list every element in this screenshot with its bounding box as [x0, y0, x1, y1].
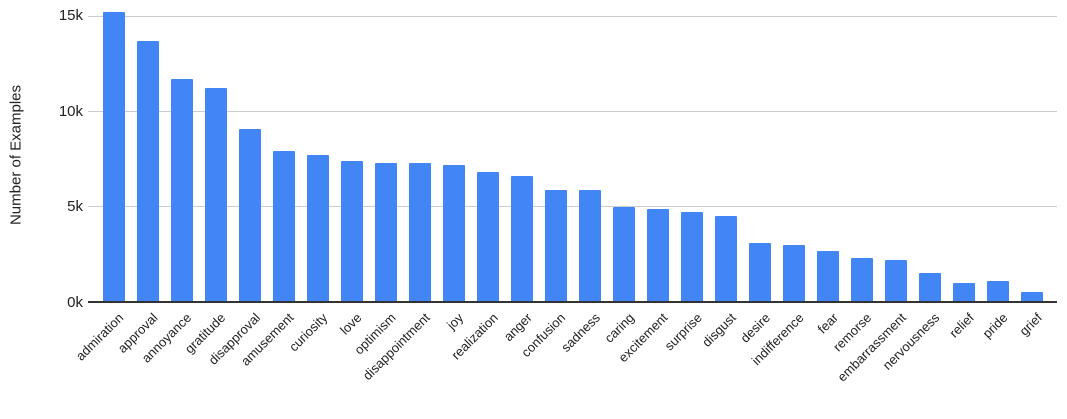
- bar-curiosity: [307, 155, 329, 302]
- bar-desire: [749, 242, 771, 302]
- bar-disgust: [715, 216, 737, 302]
- x-axis-line: [88, 301, 1057, 303]
- bar-amusement: [273, 151, 295, 302]
- x-tick-label-surprise: surprise: [661, 310, 705, 354]
- bar-grief: [1021, 292, 1043, 302]
- bar-surprise: [681, 212, 703, 302]
- bar-pride: [987, 281, 1009, 302]
- bar-confusion: [545, 189, 567, 302]
- bar-sadness: [579, 189, 601, 302]
- x-tick-label-joy: joy: [444, 310, 467, 333]
- y-tick-label-15k: 15k: [58, 7, 83, 25]
- bar-annoyance: [171, 78, 193, 302]
- x-tick-label-love: love: [337, 310, 365, 338]
- gridline-15k: [88, 15, 1057, 17]
- bar-excitement: [647, 208, 669, 302]
- x-tick-label-pride: pride: [979, 310, 1011, 342]
- x-tick-label-admiration: admiration: [73, 310, 127, 364]
- bar-love: [341, 160, 363, 302]
- gridline-10k: [88, 110, 1057, 112]
- bar-disapproval: [239, 128, 261, 302]
- bar-realization: [477, 172, 499, 302]
- bar-relief: [953, 282, 975, 302]
- bar-admiration: [103, 12, 125, 302]
- bar-fear: [817, 250, 839, 302]
- bar-indifference: [783, 244, 805, 302]
- x-axis-labels: admiration approval annoyance gratitude disa…: [73, 310, 1057, 419]
- x-tick-label-disgust: disgust: [698, 310, 739, 350]
- bar-gratitude: [205, 88, 227, 302]
- bar-approval: [137, 40, 159, 302]
- bar-anger: [511, 176, 533, 302]
- y-tick-label-5k: 5k: [67, 198, 83, 216]
- bar-disappointment: [409, 162, 431, 302]
- plot-area: [88, 0, 1057, 303]
- bar-remorse: [851, 258, 873, 302]
- y-tick-label-0k: 0k: [67, 293, 83, 311]
- y-axis-tick-labels: 0k 5k 10k 15k: [0, 0, 83, 310]
- bar-optimism: [375, 162, 397, 302]
- x-tick-label-fear: fear: [814, 310, 841, 337]
- x-tick-label-grief: grief: [1016, 310, 1045, 339]
- bar-embarrassment: [885, 260, 907, 302]
- y-tick-label-10k: 10k: [58, 102, 83, 120]
- bar-nervousness: [919, 273, 941, 302]
- x-tick-label-relief: relief: [946, 310, 977, 341]
- bar-caring: [613, 206, 635, 302]
- bar-joy: [443, 164, 465, 302]
- gridline-5k: [88, 206, 1057, 208]
